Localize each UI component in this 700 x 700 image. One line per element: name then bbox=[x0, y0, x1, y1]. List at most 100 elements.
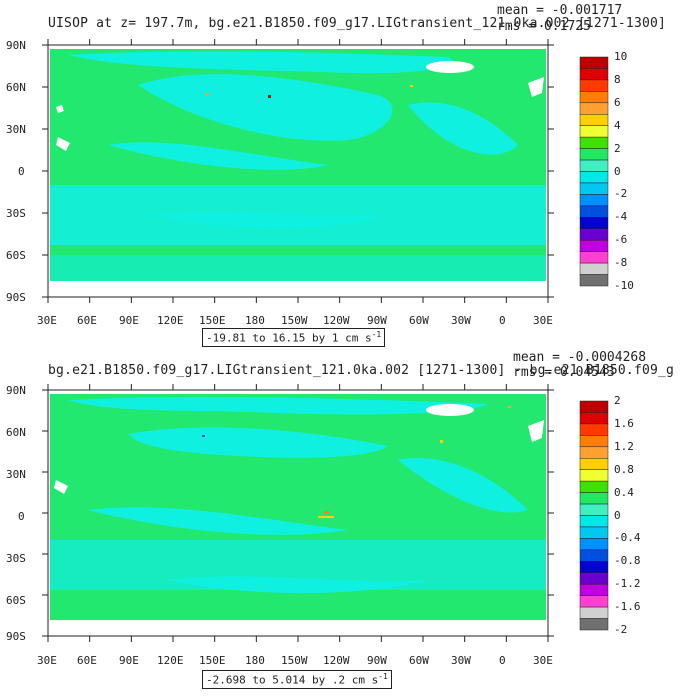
colorbar-label: 1.6 bbox=[614, 416, 634, 430]
colorbar-swatch bbox=[579, 274, 609, 287]
panel-1-range-sup: -1 bbox=[371, 330, 382, 339]
colorbar-swatch bbox=[579, 572, 609, 585]
lon-label: 60W bbox=[409, 654, 429, 667]
lon-label: 0 bbox=[499, 314, 506, 327]
colorbar-label: -10 bbox=[614, 279, 634, 292]
lat-label-0: 0 bbox=[18, 165, 25, 178]
lon-label: 90W bbox=[367, 654, 387, 667]
panel-2-title: bg.e21.B1850.f09_g17.LIGtransient_121.0k… bbox=[48, 363, 675, 378]
colorbar-label: 8 bbox=[614, 72, 621, 86]
colorbar-label: -0.4 bbox=[614, 531, 641, 545]
colorbar-label: 0 bbox=[614, 508, 621, 522]
colorbar-label: 0.4 bbox=[614, 485, 634, 499]
colorbar-label: -2 bbox=[614, 187, 628, 201]
lon-label: 120W bbox=[323, 654, 350, 667]
lat-label-30n: 30N bbox=[6, 468, 26, 481]
panel-1-range-text: -19.81 to 16.15 by 1 cm s bbox=[206, 331, 372, 345]
panel-2-map bbox=[47, 389, 549, 637]
lon-label: 60E bbox=[77, 654, 97, 667]
colorbar-label: -0.8 bbox=[614, 554, 641, 568]
lon-label: 150E bbox=[199, 654, 226, 667]
lat-label-60s: 60S bbox=[6, 249, 26, 262]
panel-1-title: UISOP at z= 197.7m, bg.e21.B1850.f09_g17… bbox=[48, 16, 667, 31]
colorbar-label: 2 bbox=[614, 141, 621, 155]
lon-label: 30E bbox=[37, 314, 57, 327]
land-masses bbox=[48, 404, 548, 636]
lon-label: 180 bbox=[245, 654, 265, 667]
colorbar-swatch bbox=[579, 492, 609, 505]
lat-label-60n: 60N bbox=[6, 426, 26, 439]
lon-label: 120W bbox=[323, 314, 350, 327]
lon-label: 0 bbox=[499, 654, 506, 667]
panel-2-range-sup: -1 bbox=[378, 672, 388, 681]
cyan-anomaly-bands bbox=[50, 397, 546, 594]
panel-2-range-text: -2.698 to 5.014 by .2 cm s bbox=[206, 673, 379, 687]
panel-2-mean: mean = -0.0004268 bbox=[513, 350, 647, 365]
colorbar-swatch bbox=[579, 458, 609, 470]
anomaly-speckles bbox=[206, 85, 413, 98]
colorbar-swatch bbox=[579, 446, 609, 459]
lat-label-60n: 60N bbox=[6, 81, 26, 94]
lat-label-0: 0 bbox=[18, 510, 25, 523]
panel-2-colorbar bbox=[579, 400, 609, 631]
panel-2-rms: rms = 0.04543 bbox=[513, 365, 615, 380]
colorbar-swatch bbox=[579, 606, 609, 619]
lon-label: 150W bbox=[281, 654, 308, 667]
lat-label-30s: 30S bbox=[6, 552, 26, 565]
lat-label-90s: 90S bbox=[6, 630, 26, 643]
land-masses bbox=[48, 61, 548, 297]
colorbar-label: -6 bbox=[614, 233, 628, 247]
colorbar-label: 6 bbox=[614, 95, 621, 109]
colorbar-swatch bbox=[579, 503, 609, 516]
lon-label: 30E bbox=[533, 314, 553, 327]
lon-label: 120E bbox=[157, 654, 184, 667]
colorbar-label: 1.2 bbox=[614, 439, 634, 453]
colorbar-label: -1.2 bbox=[614, 577, 641, 591]
colorbar-swatch bbox=[579, 538, 609, 551]
lon-label: 60W bbox=[409, 314, 429, 327]
lat-label-90n: 90N bbox=[6, 39, 26, 52]
colorbar-swatch bbox=[579, 618, 609, 631]
colorbar-label: 0.8 bbox=[614, 462, 634, 476]
colorbar-label: 10 bbox=[614, 50, 628, 63]
panel-1-map bbox=[47, 44, 549, 298]
colorbar-label: 0 bbox=[614, 164, 621, 178]
lon-label: 150E bbox=[199, 314, 226, 327]
lon-label: 120E bbox=[157, 314, 184, 327]
lon-label: 180 bbox=[245, 314, 265, 327]
colorbar-swatch bbox=[579, 400, 609, 413]
panel-2-range-box: -2.698 to 5.014 by .2 cm s-1 bbox=[202, 670, 392, 689]
cyan-anomaly-bands bbox=[50, 51, 546, 281]
lat-label-30s: 30S bbox=[6, 207, 26, 220]
panel-1-range-box: -19.81 to 16.15 by 1 cm s-1 bbox=[202, 328, 386, 347]
anomaly-speckles bbox=[202, 406, 511, 518]
colorbar-swatch bbox=[579, 435, 609, 448]
colorbar-label: 2 bbox=[614, 394, 621, 407]
colorbar-swatch bbox=[579, 561, 609, 574]
colorbar-label: -4 bbox=[614, 210, 628, 224]
lon-label: 30W bbox=[451, 654, 471, 667]
lat-label-90s: 90S bbox=[6, 291, 26, 304]
lon-label: 90E bbox=[119, 654, 139, 667]
colorbar-swatch bbox=[579, 469, 609, 482]
colorbar-label: 4 bbox=[614, 118, 621, 132]
colorbar-label: -8 bbox=[614, 256, 628, 270]
colorbar-swatch bbox=[579, 423, 609, 436]
lon-label: 90E bbox=[119, 314, 139, 327]
lon-label: 30E bbox=[533, 654, 553, 667]
panel-1-rms: rms = 0.1725 bbox=[497, 19, 591, 34]
lat-label-60s: 60S bbox=[6, 594, 26, 607]
lat-label-30n: 30N bbox=[6, 123, 26, 136]
lon-label: 90W bbox=[367, 314, 387, 327]
colorbar-swatch bbox=[579, 583, 609, 596]
lat-label-90n: 90N bbox=[6, 384, 26, 397]
lon-label: 30E bbox=[37, 654, 57, 667]
colorbar-swatch bbox=[579, 549, 609, 562]
lon-label: 30W bbox=[451, 314, 471, 327]
panel-1-colorbar bbox=[579, 56, 609, 287]
panel-1-mean: mean = -0.001717 bbox=[497, 3, 623, 18]
colorbar-swatch bbox=[579, 526, 609, 539]
colorbar-swatch bbox=[579, 595, 609, 608]
